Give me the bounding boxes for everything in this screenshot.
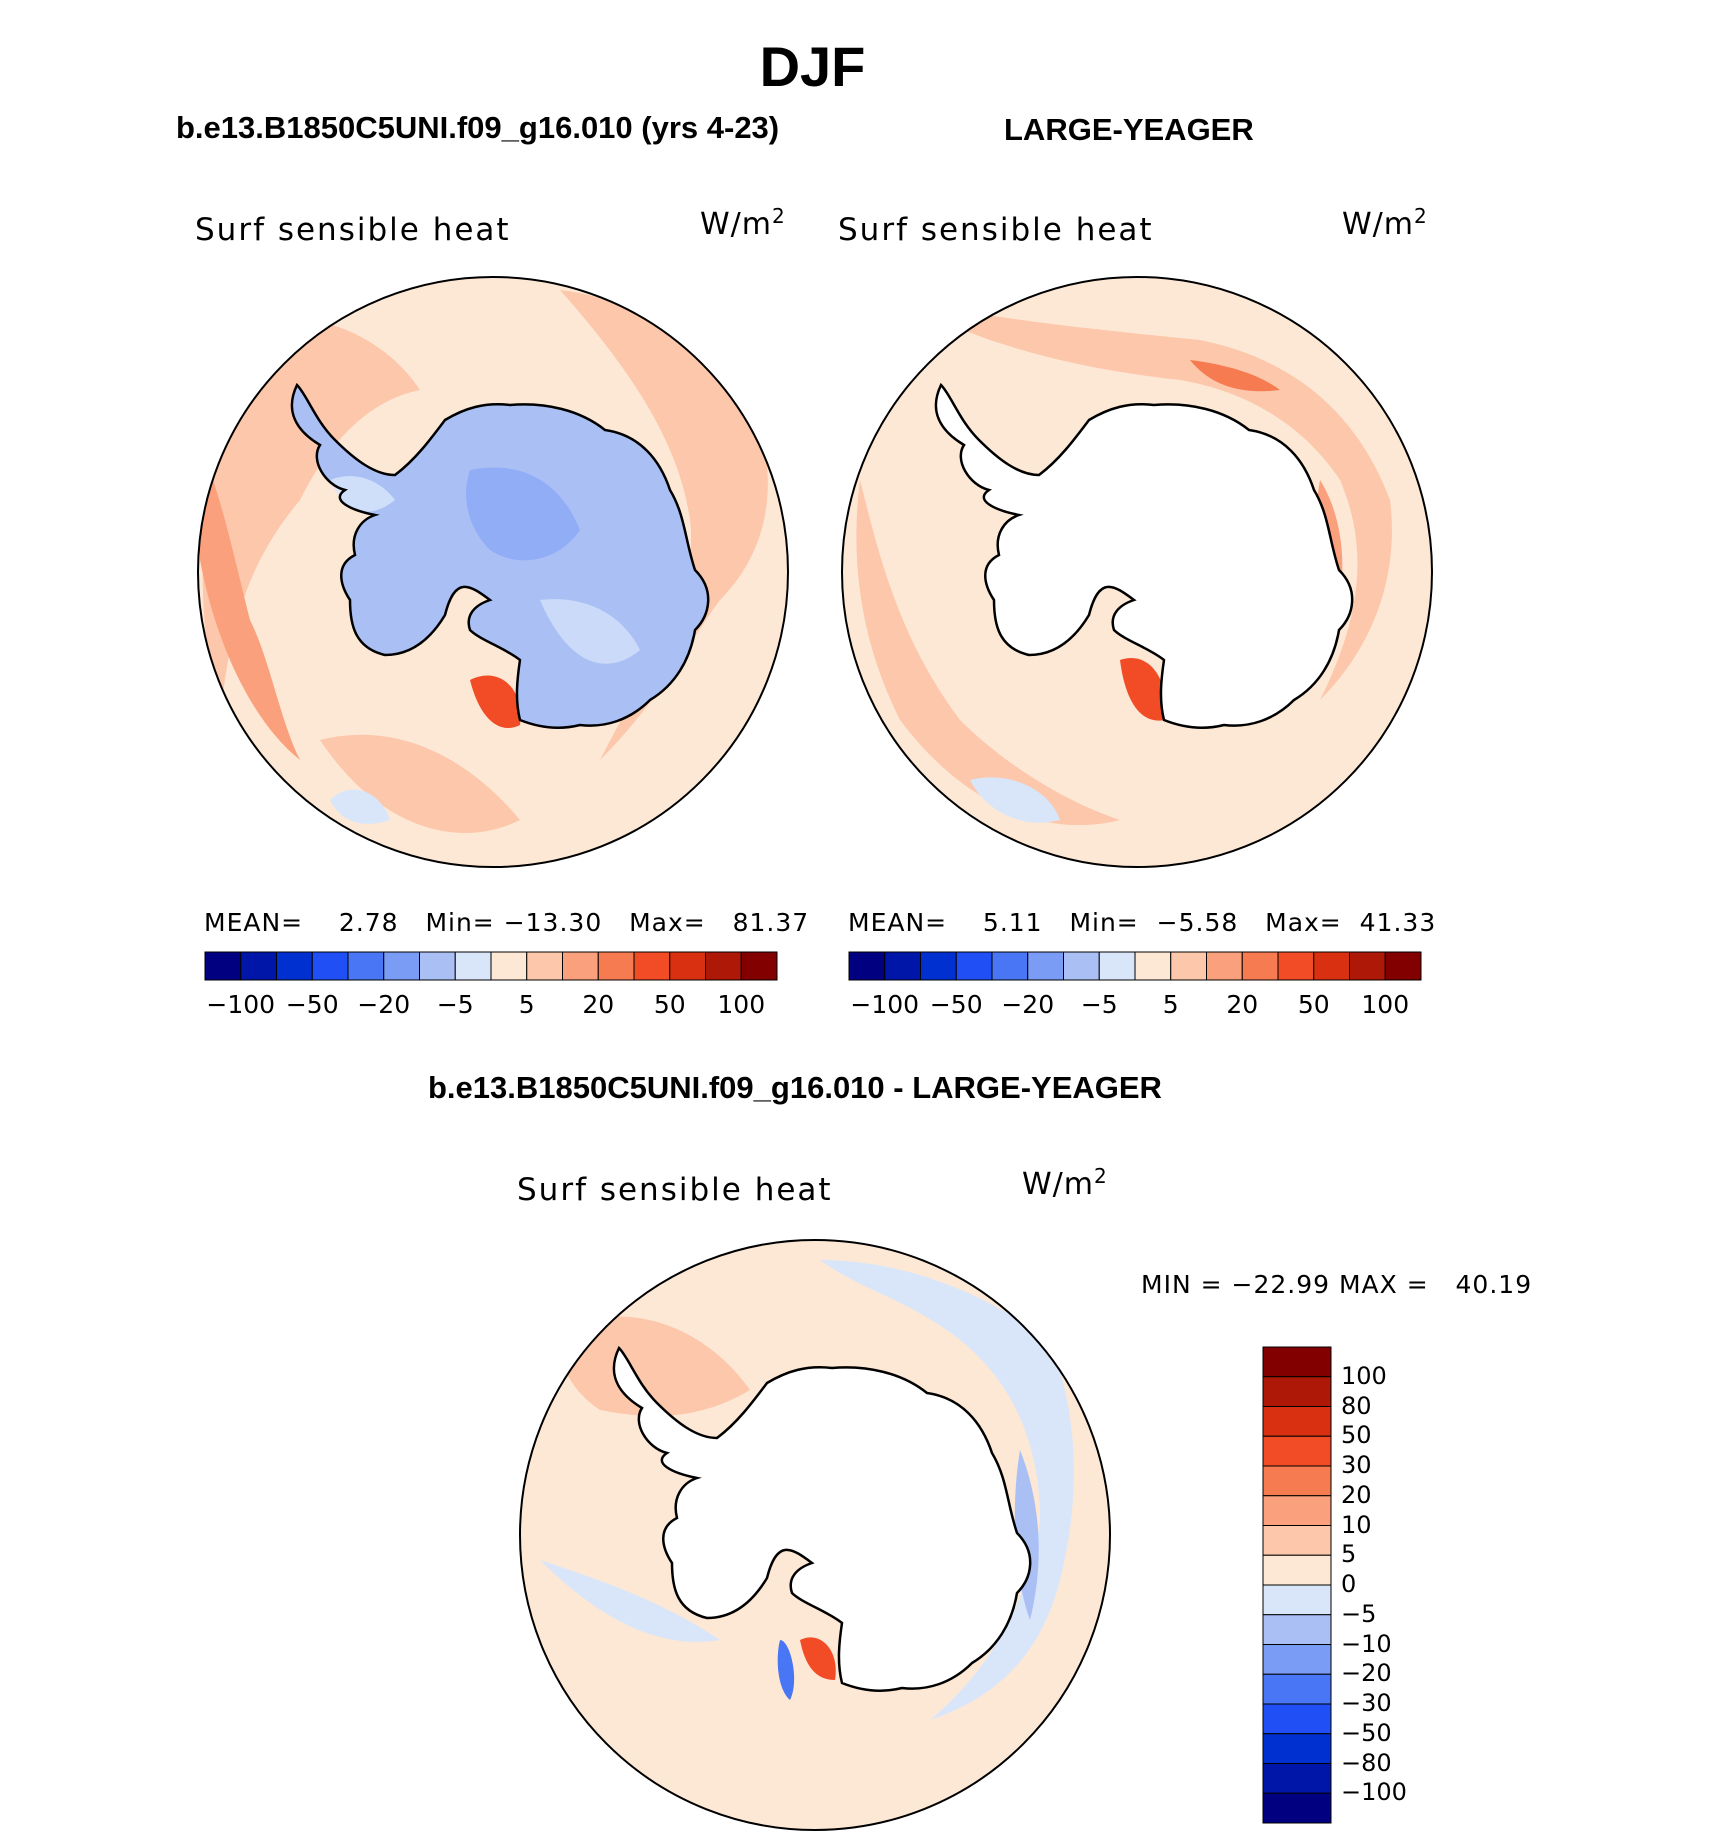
colorbar-tick-label: −10 xyxy=(1341,1629,1392,1658)
colorbar-tick-label: 100 xyxy=(1341,1361,1387,1390)
colorbar-tick-label: −80 xyxy=(1341,1748,1392,1777)
colorbar-swatch xyxy=(204,951,242,981)
colorbar-swatch xyxy=(740,951,778,981)
colorbar-tick-label: −50 xyxy=(1341,1718,1392,1747)
colorbar-swatch xyxy=(1262,1763,1332,1794)
colorbar-tick-label: −5 xyxy=(1341,1599,1377,1628)
colorbar-swatch xyxy=(1262,1703,1332,1735)
panel1-case-title: b.e13.B1850C5UNI.f09_g16.010 (yrs 4-23) xyxy=(176,110,780,145)
colorbar-swatch xyxy=(1134,951,1172,981)
colorbar-swatch xyxy=(276,951,313,981)
colorbar-swatch xyxy=(1170,951,1207,981)
colorbar-tick-label: 0 xyxy=(1341,1570,1357,1598)
colorbar-swatch xyxy=(1277,951,1315,981)
colorbar-swatch xyxy=(1313,951,1350,981)
colorbar-tick-label: −100 xyxy=(850,990,920,1019)
colorbar-tick-label: 20 xyxy=(582,990,615,1019)
colorbar-swatch xyxy=(1262,1346,1332,1378)
colorbar-tick-label: 5 xyxy=(518,990,535,1019)
colorbar-swatch xyxy=(1262,1673,1332,1705)
colorbar-swatch xyxy=(562,951,599,981)
colorbar-swatch xyxy=(1349,951,1386,981)
colorbar-swatch xyxy=(1262,1554,1332,1586)
colorbar-swatch xyxy=(1262,1495,1332,1526)
colorbar-swatch xyxy=(1262,1465,1332,1497)
colorbar-swatch xyxy=(383,951,420,981)
colorbar-swatch xyxy=(1262,1644,1332,1675)
panel2-map xyxy=(842,277,1432,867)
colorbar3 xyxy=(1262,1346,1332,1824)
colorbar-swatch xyxy=(955,951,993,981)
colorbar-tick-label: −100 xyxy=(206,990,276,1019)
colorbar-swatch xyxy=(633,951,671,981)
colorbar-swatch xyxy=(705,951,742,981)
panel3-map xyxy=(520,1240,1110,1830)
panel3-units: W/m2 xyxy=(1022,1164,1108,1202)
colorbar-swatch xyxy=(1262,1584,1332,1616)
colorbar-swatch xyxy=(1262,1435,1332,1467)
colorbar-swatch xyxy=(1262,1406,1332,1437)
panel2-stats: MEAN= 5.11 Min= −5.58 Max= 41.33 xyxy=(848,908,1437,937)
colorbar-swatch xyxy=(1063,951,1100,981)
colorbar-swatch xyxy=(1098,951,1136,981)
colorbar-swatch xyxy=(311,951,349,981)
colorbar-tick-label: 5 xyxy=(1341,1540,1357,1569)
colorbar-tick-label: 5 xyxy=(1162,990,1179,1019)
colorbar-swatch xyxy=(1262,1792,1332,1824)
panel1-map xyxy=(198,277,788,867)
panel3-variable-label: Surf sensible heat xyxy=(517,1172,833,1208)
colorbar-swatch xyxy=(1262,1614,1332,1645)
colorbar-swatch xyxy=(526,951,563,981)
panel2-case-title: LARGE-YEAGER xyxy=(1004,112,1254,147)
panel1-variable-label: Surf sensible heat xyxy=(195,212,511,248)
colorbar-tick-label: 50 xyxy=(1341,1421,1372,1450)
panel3-stats: MIN = −22.99 MAX = 40.19 xyxy=(1141,1270,1533,1299)
colorbar-tick-label: 100 xyxy=(1361,990,1410,1019)
colorbar-tick-label: −30 xyxy=(1341,1689,1392,1717)
panel3-case-title: b.e13.B1850C5UNI.f09_g16.010 - LARGE-YEA… xyxy=(428,1070,1162,1105)
colorbar-tick-label: −5 xyxy=(1080,990,1118,1019)
colorbar-swatch xyxy=(991,951,1029,981)
panel1-units: W/m2 xyxy=(700,204,786,242)
colorbar-swatch xyxy=(1027,951,1064,981)
colorbar-tick-label: 50 xyxy=(1297,990,1330,1019)
colorbar-swatch xyxy=(454,951,492,981)
colorbar-tick-label: 10 xyxy=(1341,1510,1372,1539)
colorbar-swatch xyxy=(419,951,456,981)
colorbar-swatch xyxy=(1241,951,1279,981)
colorbar-tick-label: −50 xyxy=(285,990,339,1019)
colorbar-tick-label: 20 xyxy=(1341,1480,1372,1509)
colorbar-swatch xyxy=(1262,1733,1332,1764)
colorbar-swatch xyxy=(1206,951,1243,981)
colorbar-tick-label: 80 xyxy=(1341,1391,1372,1420)
colorbar-tick-label: −100 xyxy=(1341,1778,1407,1807)
colorbar2 xyxy=(848,951,1422,981)
colorbar-swatch xyxy=(347,951,385,981)
colorbar-swatch xyxy=(884,951,921,981)
colorbar-swatch xyxy=(1262,1525,1332,1556)
colorbar-tick-label: −20 xyxy=(1001,990,1055,1019)
colorbar-swatch xyxy=(1384,951,1422,981)
colorbar-swatch xyxy=(490,951,528,981)
colorbar-swatch xyxy=(669,951,706,981)
panel2-variable-label: Surf sensible heat xyxy=(838,212,1154,248)
main-title: DJF xyxy=(759,35,866,98)
colorbar-tick-label: −20 xyxy=(357,990,411,1019)
colorbar-tick-label: 50 xyxy=(653,990,686,1019)
colorbar1 xyxy=(204,951,778,981)
colorbar-swatch xyxy=(920,951,957,981)
colorbar-swatch xyxy=(1262,1376,1332,1407)
panel1-stats: MEAN= 2.78 Min= −13.30 Max= 81.37 xyxy=(204,908,810,937)
colorbar-swatch xyxy=(848,951,886,981)
colorbar-tick-label: 100 xyxy=(717,990,766,1019)
colorbar-swatch xyxy=(240,951,277,981)
colorbar-tick-label: −5 xyxy=(436,990,474,1019)
colorbar-tick-label: −50 xyxy=(929,990,983,1019)
colorbar-tick-label: −20 xyxy=(1341,1659,1392,1688)
panel2-units: W/m2 xyxy=(1342,204,1428,242)
colorbar-tick-label: 20 xyxy=(1226,990,1259,1019)
colorbar-swatch xyxy=(597,951,635,981)
colorbar-tick-label: 30 xyxy=(1341,1451,1372,1479)
